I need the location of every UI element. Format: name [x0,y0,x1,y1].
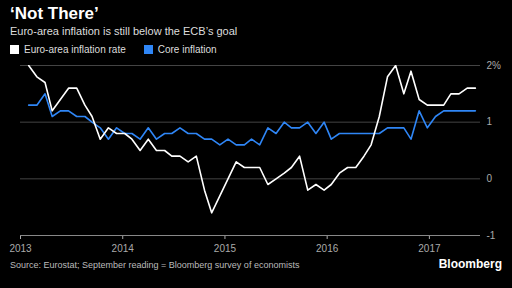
svg-text:-1: -1 [487,230,496,241]
html-text:Core inflation: Core inflation [157,44,217,55]
svg-text:1: 1 [487,116,493,127]
svg-text:2017: 2017 [418,243,441,254]
svg-text:0: 0 [487,173,493,184]
html-text:Euro-area inflation rate: Euro-area inflation rate [24,44,126,55]
svg-text:2014: 2014 [112,243,135,254]
svg-text:2016: 2016 [316,243,339,254]
html-text:Source: Eurostat; September re: Source: Eurostat; September reading = Bl… [10,260,300,270]
html-text:‘Not There’: ‘Not There’ [10,4,99,23]
html-text:Euro-area inflation is still b: Euro-area inflation is still below the E… [10,25,238,37]
svg-text:2015: 2015 [214,243,237,254]
svg-text:2013: 2013 [9,243,32,254]
svg-text:2%: 2% [487,60,502,71]
html-text:Bloomberg: Bloomberg [438,257,502,271]
